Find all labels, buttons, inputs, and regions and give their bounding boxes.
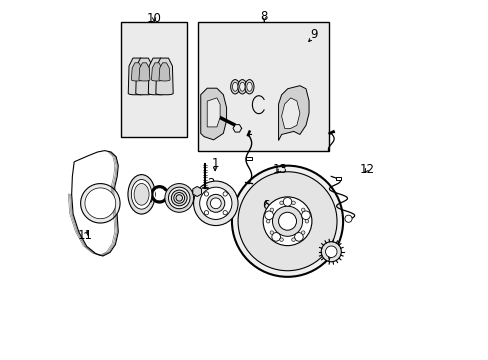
Ellipse shape <box>232 82 237 91</box>
Polygon shape <box>139 63 150 81</box>
Ellipse shape <box>134 184 149 205</box>
Circle shape <box>291 238 295 242</box>
Text: 11: 11 <box>77 229 92 242</box>
Text: 9: 9 <box>310 28 318 41</box>
Circle shape <box>272 206 302 236</box>
Circle shape <box>193 181 238 226</box>
Circle shape <box>168 187 190 209</box>
Polygon shape <box>131 63 142 81</box>
Polygon shape <box>159 63 170 81</box>
Circle shape <box>204 211 208 215</box>
Polygon shape <box>151 63 162 81</box>
Circle shape <box>210 198 221 209</box>
Circle shape <box>301 208 305 212</box>
Ellipse shape <box>246 82 252 91</box>
Circle shape <box>271 233 280 241</box>
Circle shape <box>301 211 309 220</box>
Circle shape <box>199 187 231 220</box>
Circle shape <box>264 211 273 220</box>
Text: 6: 6 <box>262 199 269 212</box>
Circle shape <box>269 208 273 212</box>
Ellipse shape <box>230 80 239 94</box>
Circle shape <box>291 201 295 204</box>
Polygon shape <box>156 58 173 95</box>
Circle shape <box>305 220 308 223</box>
Bar <box>245 157 251 160</box>
Circle shape <box>301 231 305 234</box>
Text: 7: 7 <box>325 251 333 264</box>
Circle shape <box>278 212 296 230</box>
Bar <box>121 22 187 137</box>
Circle shape <box>206 194 224 212</box>
Polygon shape <box>148 58 165 95</box>
Polygon shape <box>207 98 220 127</box>
Ellipse shape <box>128 175 155 214</box>
Text: 12: 12 <box>359 163 374 176</box>
Text: 4: 4 <box>163 193 171 206</box>
Circle shape <box>279 201 283 204</box>
Text: 2: 2 <box>206 177 214 190</box>
Polygon shape <box>85 188 116 219</box>
Polygon shape <box>278 86 308 140</box>
Polygon shape <box>128 58 145 95</box>
Bar <box>198 22 328 151</box>
Circle shape <box>238 172 336 271</box>
Polygon shape <box>136 58 153 95</box>
Circle shape <box>176 195 182 201</box>
Ellipse shape <box>131 180 151 209</box>
Ellipse shape <box>237 80 246 94</box>
Circle shape <box>279 238 283 242</box>
Text: 1: 1 <box>211 157 219 170</box>
Polygon shape <box>81 184 120 223</box>
Circle shape <box>223 192 227 196</box>
Circle shape <box>321 242 341 262</box>
Circle shape <box>171 190 187 206</box>
Circle shape <box>164 184 193 212</box>
Ellipse shape <box>239 82 244 91</box>
Text: 10: 10 <box>146 12 161 25</box>
Circle shape <box>204 192 208 196</box>
Polygon shape <box>281 98 299 129</box>
Circle shape <box>174 193 184 203</box>
Text: 5: 5 <box>144 193 152 206</box>
Polygon shape <box>201 88 226 140</box>
Circle shape <box>283 198 291 206</box>
Circle shape <box>294 233 303 241</box>
Polygon shape <box>72 150 118 256</box>
Circle shape <box>263 197 311 246</box>
Circle shape <box>344 215 351 222</box>
Circle shape <box>231 166 343 277</box>
Text: 8: 8 <box>260 10 267 23</box>
Circle shape <box>266 220 269 223</box>
Bar <box>336 177 341 180</box>
Text: 3: 3 <box>197 204 204 217</box>
Circle shape <box>223 211 227 215</box>
Circle shape <box>269 231 273 234</box>
Circle shape <box>325 246 336 257</box>
Ellipse shape <box>244 80 253 94</box>
Text: 13: 13 <box>272 163 287 176</box>
